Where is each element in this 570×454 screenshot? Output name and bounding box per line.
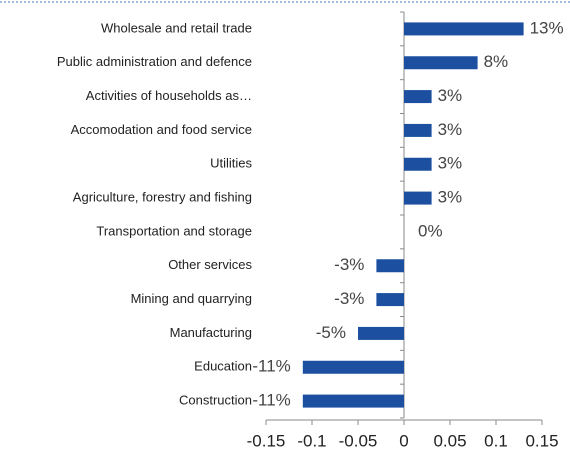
category-label: Manufacturing (170, 325, 252, 340)
value-label: 0% (418, 221, 443, 240)
x-tick-label: 0.1 (484, 431, 508, 450)
bar (404, 90, 432, 104)
value-label: 8% (484, 52, 509, 71)
category-label: Mining and quarrying (131, 291, 252, 306)
value-label: 13% (530, 18, 564, 37)
x-tick-label: -0.05 (339, 431, 378, 450)
category-label: Utilities (210, 156, 252, 171)
value-label: -3% (334, 255, 364, 274)
category-label: Other services (168, 257, 252, 272)
bar (404, 22, 524, 36)
value-label: 3% (438, 120, 463, 139)
category-label: Education (194, 359, 252, 374)
bar (404, 191, 432, 205)
value-label: -11% (252, 357, 290, 376)
bar (302, 360, 404, 374)
x-tick-label: -0.15 (247, 431, 286, 450)
x-tick-label: 0.05 (433, 431, 466, 450)
category-label: Wholesale and retail trade (101, 20, 252, 35)
x-tick-label: -0.1 (297, 431, 326, 450)
bar (376, 259, 404, 273)
bar (358, 326, 404, 340)
x-tick-label: 0.15 (525, 431, 558, 450)
x-tick-label: 0 (399, 431, 408, 450)
value-label: 3% (438, 86, 463, 105)
bar (302, 394, 404, 408)
value-label: 3% (438, 154, 463, 173)
bar (404, 56, 478, 70)
bar (404, 157, 432, 171)
category-label: Public administration and defence (57, 54, 252, 69)
category-label: Accomodation and food service (71, 122, 252, 137)
category-label: Construction (179, 393, 252, 408)
category-label: Transportation and storage (96, 223, 252, 238)
value-label: -11% (252, 391, 290, 410)
bar (404, 123, 432, 137)
bar (376, 293, 404, 307)
value-label: 3% (438, 188, 463, 207)
category-label: Activities of households as… (86, 88, 252, 103)
value-label: -3% (334, 289, 364, 308)
category-label: Agriculture, forestry and fishing (73, 190, 252, 205)
value-label: -5% (316, 323, 346, 342)
